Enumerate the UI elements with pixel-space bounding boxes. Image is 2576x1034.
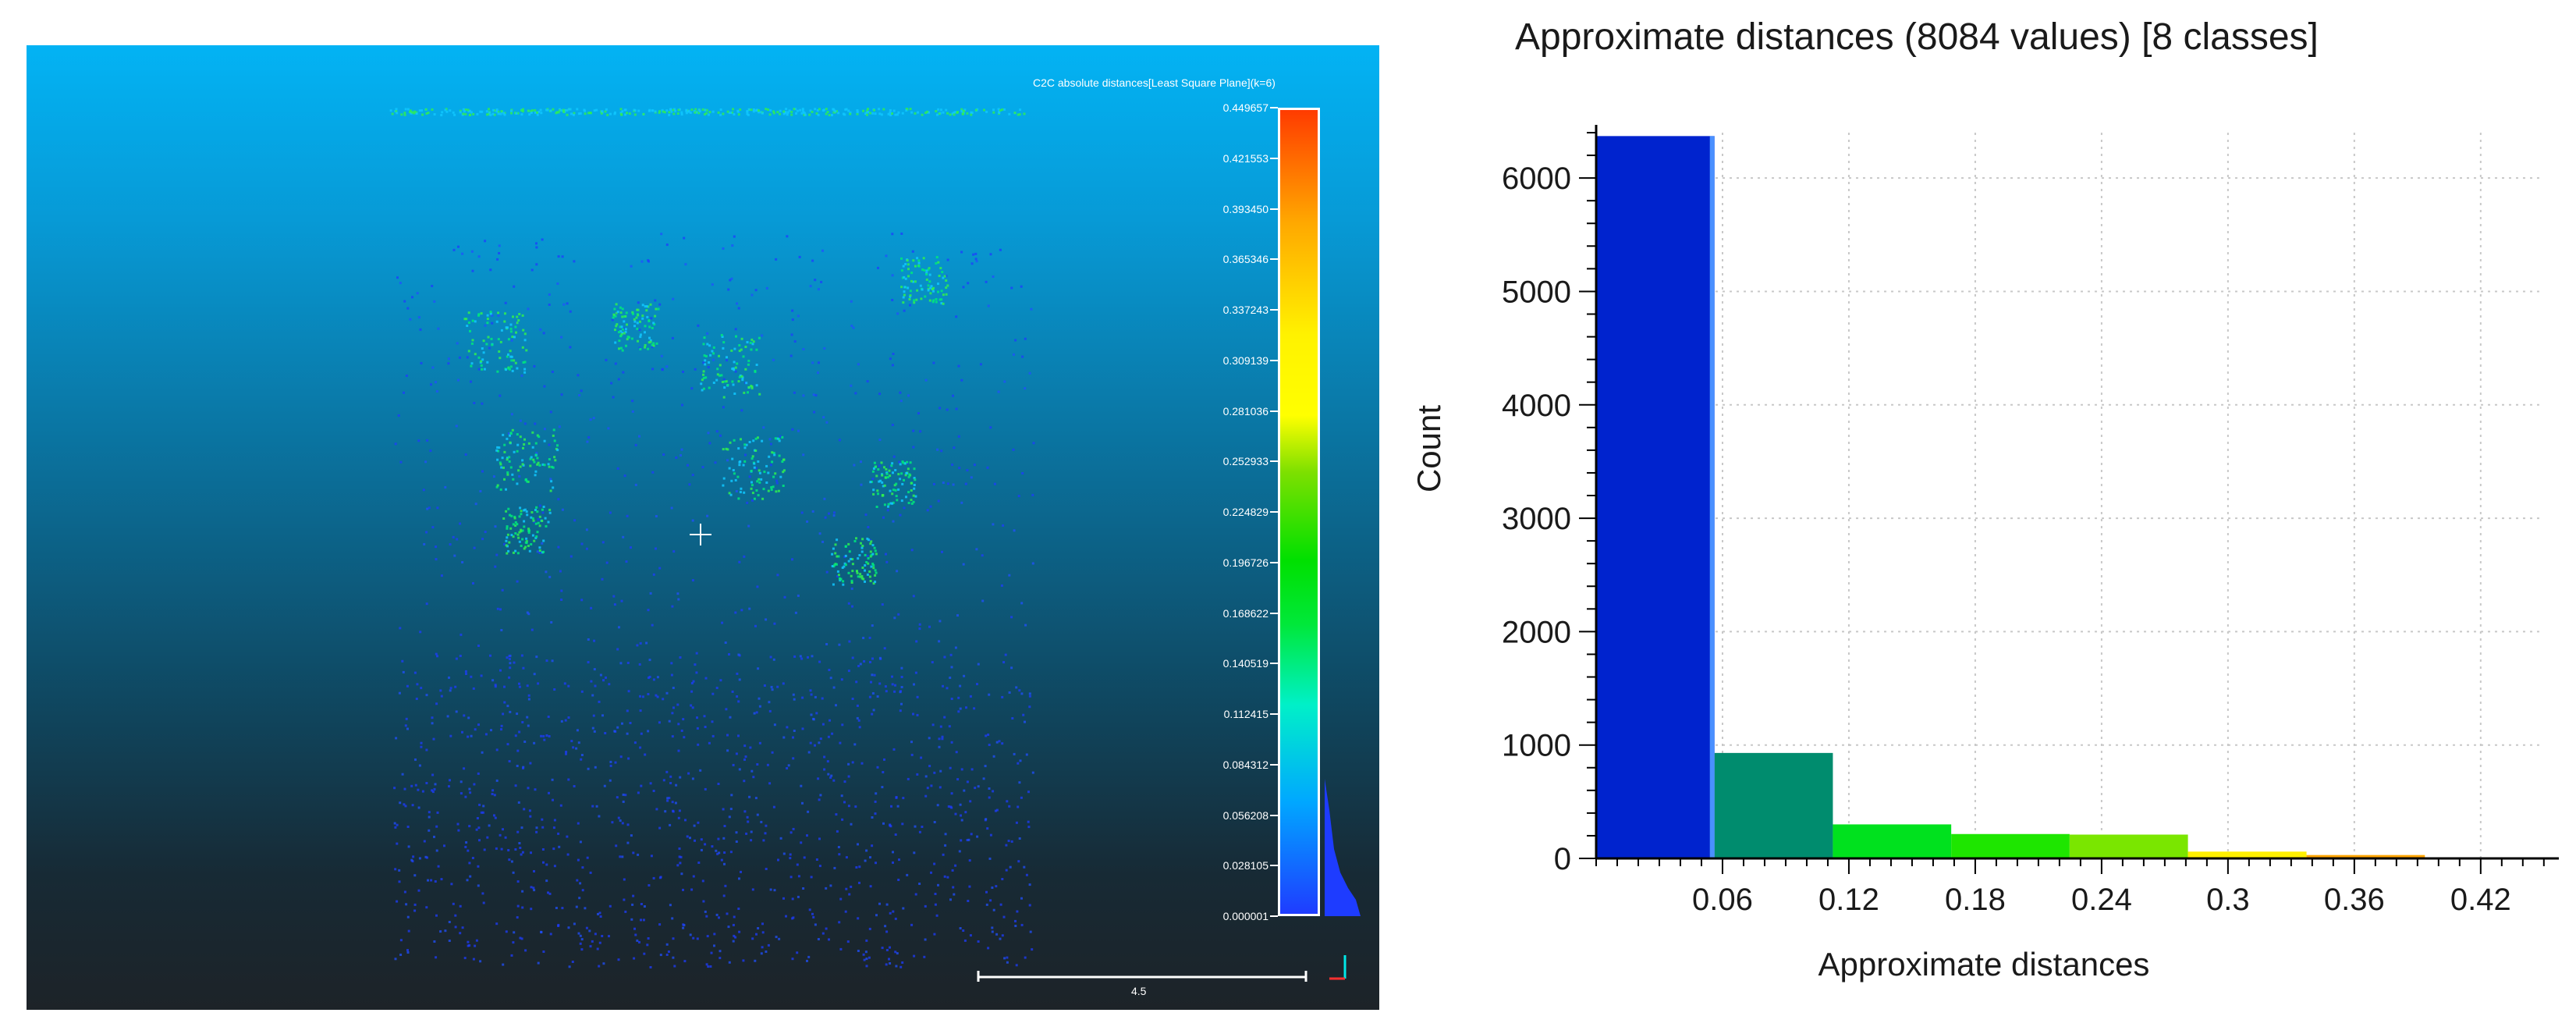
x-tick-label: 0.42: [2450, 883, 2511, 917]
y-tick-label: 0: [1554, 842, 1571, 876]
histogram-bar: [2306, 855, 2425, 858]
color-scale-tick-label: 0.252933: [1222, 455, 1268, 468]
histogram-bar-edge: [1709, 136, 1715, 858]
color-scale-tick-label: 0.421553: [1222, 151, 1268, 165]
crosshair-icon: [690, 524, 711, 545]
color-scale-tick: [1270, 208, 1278, 210]
mini-histogram: [1325, 779, 1361, 916]
histogram-bar: [2187, 851, 2307, 858]
histogram-bar: [1833, 824, 1952, 858]
histogram-bar: [1596, 136, 1715, 858]
histogram-bar: [2069, 834, 2188, 858]
color-scale-tick-label: 0.140519: [1222, 657, 1268, 670]
color-scale-tick-label: 0.028105: [1222, 859, 1268, 872]
histogram-bars: [1596, 136, 2543, 858]
scale-bar: [977, 971, 1308, 982]
color-scale-tick: [1270, 915, 1278, 917]
color-scale-tick: [1270, 763, 1278, 766]
color-scale-tick-label: 0.112415: [1223, 708, 1268, 720]
color-scale-tick-label: 0.365346: [1222, 253, 1268, 266]
x-tick-label: 0.3: [2206, 883, 2250, 917]
color-scale-tick: [1270, 612, 1278, 614]
y-tick-label: 6000: [1502, 162, 1571, 196]
y-axis-label: Count: [1410, 405, 1447, 492]
point-cloud: [389, 108, 1361, 982]
histogram-bar: [1951, 833, 2070, 858]
histogram-bar: [1714, 752, 1833, 858]
color-scale-tick-label: 0.168622: [1222, 606, 1268, 620]
chart-axes: 0 1000 2000 3000 4000 5000 6000 0.06 0.12 0.18 0.2…: [1502, 125, 2559, 917]
color-scale-tick-label: 0.337243: [1222, 304, 1268, 316]
color-scale-tick-label: 0.196726: [1222, 556, 1268, 569]
color-scale-tick: [1270, 561, 1278, 563]
color-scale-bar: [1278, 108, 1320, 916]
color-scale-tick: [1270, 157, 1278, 159]
3d-viewport[interactable]: C2C absolute distances[Least Square Plan…: [27, 45, 1379, 1010]
color-scale-tick: [1270, 460, 1278, 463]
chart-grid: [1596, 133, 2543, 858]
point-cloud-points: [389, 108, 1035, 968]
color-scale-tick-label: 0.449657: [1222, 101, 1268, 114]
axes-trihedron-icon: [1329, 955, 1347, 980]
color-scale-tick-label: 0.084312: [1222, 758, 1268, 771]
color-scale-tick: [1270, 814, 1278, 816]
color-scale-tick: [1270, 359, 1278, 361]
y-tick-label: 2000: [1502, 615, 1571, 649]
color-scale-tick-label: 0.393450: [1222, 202, 1268, 215]
x-tick-label: 0.24: [2071, 883, 2132, 917]
y-tick-label: 5000: [1502, 275, 1571, 309]
histogram-title: Approximate distances (8084 values) [8 c…: [1515, 16, 2319, 58]
x-tick-label: 0.12: [1818, 883, 1879, 917]
color-scale-tick: [1270, 410, 1278, 412]
color-scale-tick: [1270, 713, 1278, 715]
color-scale-tick-label: 0.281036: [1222, 404, 1268, 418]
color-scale-tick: [1270, 865, 1278, 867]
x-axis-label: Approximate distances: [1818, 946, 2150, 982]
scale-bar-label: 4.5: [1131, 985, 1147, 997]
color-scale-tick: [1270, 663, 1278, 665]
x-tick-label: 0.18: [1945, 883, 2006, 917]
color-scale-tick: [1270, 107, 1278, 108]
color-scale-tick-label: 0.224829: [1222, 506, 1268, 518]
x-tick-label: 0.36: [2324, 883, 2385, 917]
color-scale-tick-label: 0.000001: [1222, 910, 1268, 922]
x-tick-label: 0.06: [1692, 883, 1753, 917]
color-scale-tick: [1270, 309, 1278, 311]
histogram-chart: 0 1000 2000 3000 4000 5000 6000 0.06 0.12 0.18 0.2…: [1410, 125, 2559, 982]
color-scale-tick: [1270, 511, 1278, 513]
y-tick-label: 1000: [1502, 729, 1571, 763]
y-tick-label: 3000: [1502, 502, 1571, 536]
color-scale-tick-label: 0.056208: [1222, 808, 1268, 822]
scalar-field-title: C2C absolute distances[Least Square Plan…: [1033, 76, 1276, 89]
y-tick-label: 4000: [1502, 389, 1571, 423]
color-scale-tick-label: 0.309139: [1222, 354, 1268, 367]
color-scale-tick: [1270, 258, 1278, 261]
